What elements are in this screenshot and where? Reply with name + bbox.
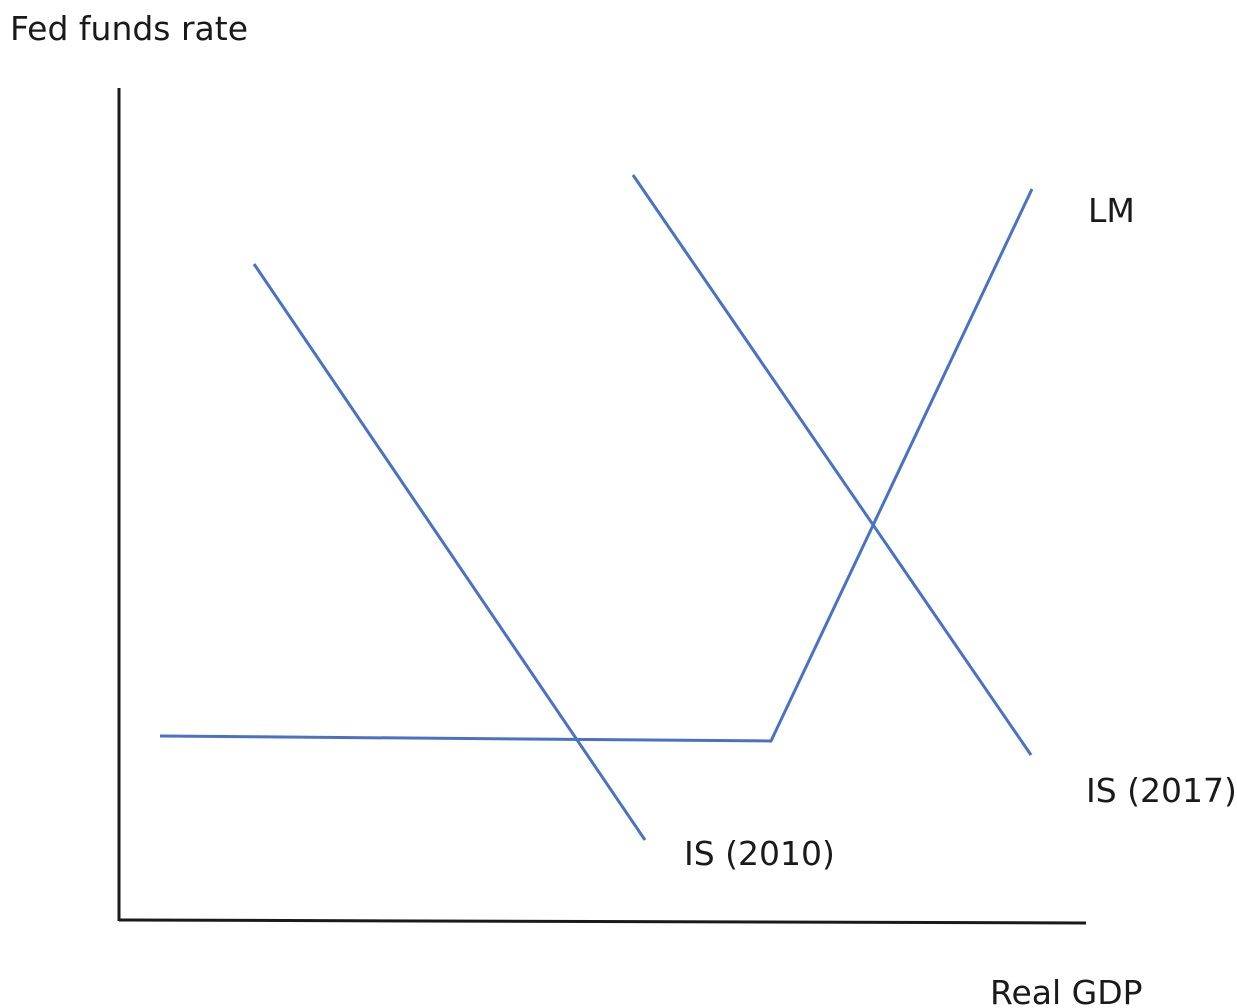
is-2017-curve: [631, 174, 1033, 756]
lm-label: LM: [1088, 191, 1135, 230]
is-2017-label: IS (2017): [1086, 771, 1237, 810]
is-2010-curve: [252, 263, 647, 841]
lm-curve: [159, 188, 1034, 743]
x-axis-label: Real GDP: [990, 973, 1143, 1008]
x-axis: [118, 918, 1087, 925]
is-2010-label: IS (2010): [684, 834, 835, 873]
y-axis-label: Fed funds rate: [10, 9, 248, 48]
